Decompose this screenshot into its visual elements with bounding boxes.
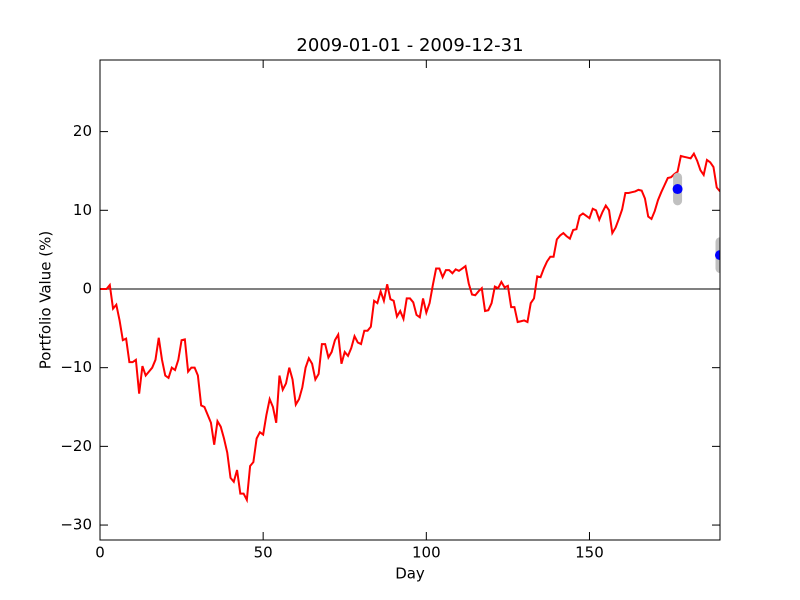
x-tick-label: 50 xyxy=(254,544,273,562)
x-tick-label: 0 xyxy=(95,544,105,562)
x-tick-label: 150 xyxy=(575,544,604,562)
y-tick-label: 0 xyxy=(82,279,92,297)
y-axis-label: Portfolio Value (%) xyxy=(37,231,55,369)
y-tick-label: −10 xyxy=(60,358,92,376)
x-tick-label: 100 xyxy=(412,544,441,562)
y-tick-label: 20 xyxy=(73,122,92,140)
y-tick-label: −30 xyxy=(60,516,92,534)
y-tick-label: 10 xyxy=(73,201,92,219)
chart-title: 2009-01-01 - 2009-12-31 xyxy=(296,35,523,56)
x-axis-label: Day xyxy=(395,565,425,583)
data-line xyxy=(100,151,720,504)
y-tick-label: −20 xyxy=(60,437,92,455)
data-point xyxy=(715,250,720,261)
data-point xyxy=(672,184,683,195)
plot-frame xyxy=(99,59,721,541)
